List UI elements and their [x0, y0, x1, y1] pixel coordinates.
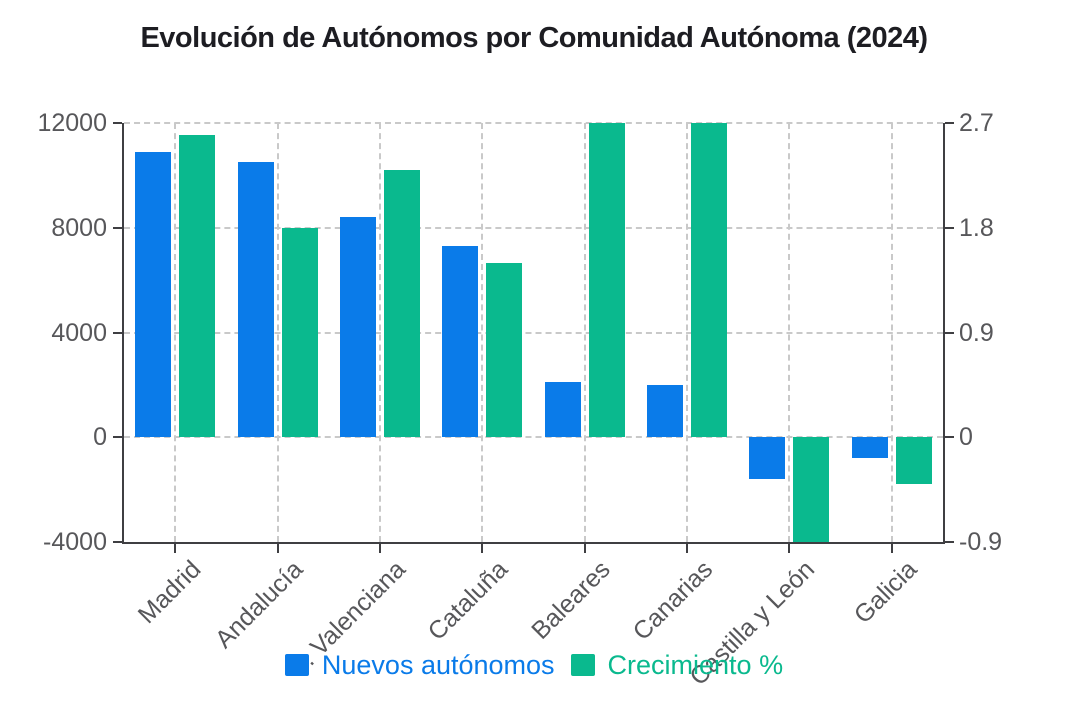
y-axis-left-tick-label: 4000	[51, 318, 107, 347]
x-axis-spine	[122, 542, 945, 544]
x-axis-tick	[276, 544, 279, 553]
legend: Nuevos autónomos Crecimiento %	[0, 650, 1068, 680]
y-axis-right-tick-label: 0	[959, 423, 973, 452]
x-axis-tick-label-madrid: Madrid	[132, 555, 207, 630]
gridline-h	[124, 122, 943, 124]
y-axis-left-tick-label: 8000	[51, 213, 107, 242]
y-axis-left-spine	[122, 123, 124, 544]
bar-crecimiento-canarias	[691, 123, 728, 438]
legend-label-nuevos-autonomos: Nuevos autónomos	[321, 650, 555, 680]
gridline-v	[276, 123, 279, 542]
y-axis-right-tick-label: 1.8	[959, 213, 994, 242]
gridline-h	[124, 436, 943, 439]
bar-nuevos-autonomos-c-valenciana	[339, 217, 376, 438]
x-axis-tick-label-andalucia: Andalucía	[210, 555, 309, 654]
gridline-h	[124, 331, 943, 334]
y-axis-right-tick	[945, 436, 954, 439]
bar-crecimiento-castilla-y-leon	[793, 437, 830, 542]
y-axis-left-tick	[113, 331, 122, 334]
bar-crecimiento-galicia	[895, 437, 932, 484]
x-axis-tick	[890, 544, 893, 553]
bar-crecimiento-cataluna	[486, 262, 523, 438]
gridline-h	[124, 226, 943, 229]
x-axis-tick	[583, 544, 586, 553]
y-axis-right-tick-label: 2.7	[959, 109, 994, 137]
y-axis-left-tick-label: 0	[93, 423, 107, 452]
bar-crecimiento-andalucia	[281, 227, 318, 438]
y-axis-left-tick-label: 12000	[37, 109, 107, 137]
y-axis-left-tick-label: -4000	[43, 528, 107, 556]
y-axis-left-tick	[113, 226, 122, 229]
y-axis-right-tick	[945, 331, 954, 334]
bar-crecimiento-madrid	[179, 134, 216, 438]
y-axis-right-tick	[945, 122, 954, 124]
legend-item-crecimiento[interactable]: Crecimiento %	[570, 650, 784, 680]
y-axis-right-tick	[945, 541, 954, 543]
bar-nuevos-autonomos-canarias	[647, 384, 684, 438]
x-axis-tick-label-canarias: Canarias	[627, 555, 719, 646]
y-axis-right-tick-label: -0.9	[959, 528, 1003, 556]
gridline-v	[788, 123, 791, 542]
bar-crecimiento-baleares	[588, 123, 625, 438]
legend-label-crecimiento: Crecimiento %	[607, 650, 784, 680]
x-axis-tick-label-cataluna: Cataluña	[422, 555, 514, 646]
bar-nuevos-autonomos-andalucia	[237, 162, 274, 438]
x-axis-tick-label-galicia: Galicia	[849, 555, 923, 630]
bar-nuevos-autonomos-castilla-y-leon	[749, 437, 786, 480]
y-axis-left-tick	[113, 436, 122, 439]
bar-nuevos-autonomos-baleares	[544, 382, 581, 438]
x-axis-tick	[686, 544, 689, 553]
bar-crecimiento-c-valenciana	[383, 169, 420, 438]
x-axis-tick-label-baleares: Baleares	[526, 555, 616, 645]
bar-nuevos-autonomos-cataluna	[442, 246, 479, 438]
gridline-v	[174, 123, 177, 542]
gridline-v	[583, 123, 586, 542]
legend-swatch-crecimiento	[570, 654, 595, 676]
y-axis-left-tick	[113, 541, 122, 543]
x-axis-tick	[481, 544, 484, 553]
x-axis-tick	[788, 544, 791, 553]
gridline-v	[686, 123, 689, 542]
y-axis-right-tick	[945, 226, 954, 229]
gridline-v	[378, 123, 381, 542]
y-axis-left-tick	[113, 122, 122, 124]
bar-nuevos-autonomos-galicia	[851, 437, 888, 459]
y-axis-right-tick-label: 0.9	[959, 318, 994, 347]
x-axis-tick	[174, 544, 177, 553]
bar-nuevos-autonomos-madrid	[135, 151, 172, 438]
x-axis-tick	[378, 544, 381, 553]
legend-item-nuevos-autonomos[interactable]: Nuevos autónomos	[284, 650, 555, 680]
legend-swatch-nuevos-autonomos	[284, 654, 309, 676]
y-axis-right-spine	[943, 123, 945, 544]
chart-title: Evolución de Autónomos por Comunidad Aut…	[140, 22, 928, 54]
gridline-v	[481, 123, 484, 542]
gridline-v	[890, 123, 893, 542]
